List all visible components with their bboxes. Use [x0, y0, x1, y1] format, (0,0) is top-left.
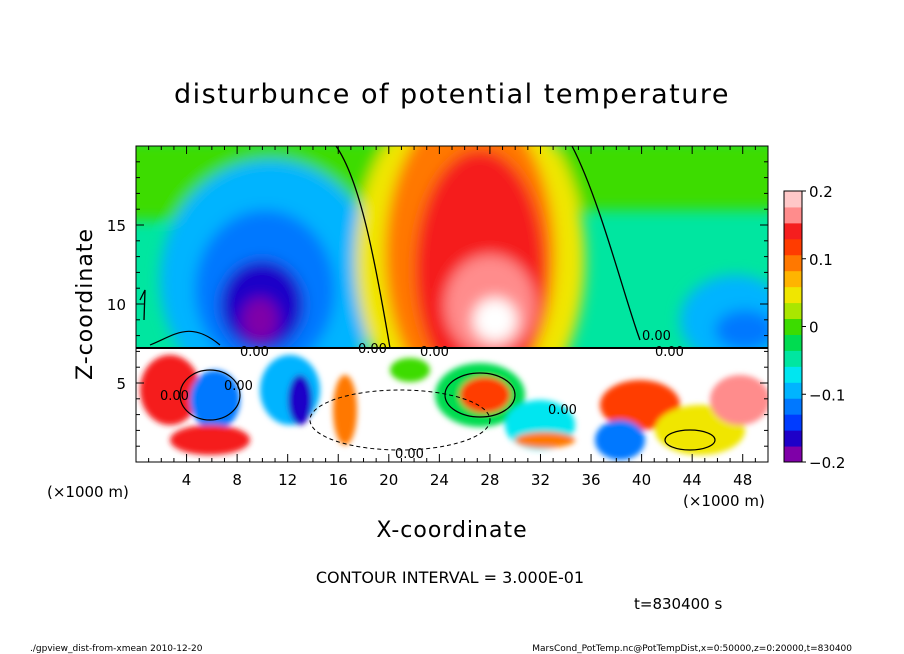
colorbar-swatch — [784, 318, 802, 335]
x-unit-right: (×1000 m) — [683, 492, 765, 510]
contour-label: 0.00 — [420, 345, 449, 360]
x-axis: 4 8 12 16 20 24 28 32 36 40 44 48 — [148, 146, 756, 489]
contour-label: 0.00 — [358, 342, 387, 357]
colorbar-swatch — [784, 382, 802, 399]
colorbar-swatch — [784, 366, 802, 383]
y-axis-label: Z-coordinate — [73, 228, 98, 380]
colorbar-swatch — [784, 302, 802, 320]
colorbar-tick-label: 0.2 — [809, 183, 833, 201]
x-axis-label: X-coordinate — [376, 518, 527, 543]
colorbar-tick-label: 0 — [809, 319, 819, 337]
contour-label: 0.00 — [642, 329, 671, 344]
x-tick-label: 16 — [329, 471, 348, 489]
x-tick-label: 24 — [430, 471, 449, 489]
colorbar-swatch — [784, 191, 802, 208]
contour-interval: CONTOUR INTERVAL = 3.000E-01 — [316, 568, 584, 587]
x-tick-label: 4 — [182, 471, 192, 489]
x-tick-label: 8 — [232, 471, 242, 489]
colorbar-swatch — [784, 254, 802, 272]
footer-right: MarsCond_PotTemp.nc@PotTempDist,x=0:5000… — [532, 644, 852, 654]
colorbar-swatch — [784, 430, 802, 447]
colorbar-swatch — [784, 222, 802, 240]
footer-left: ./gpview_dist-from-xmean 2010-12-20 — [30, 644, 203, 654]
colorbar-swatch — [784, 350, 802, 367]
time-label: t=830400 s — [634, 595, 722, 613]
colorbar-swatch — [784, 238, 802, 256]
colorbar-swatch — [784, 334, 802, 351]
contour-label: 0.00 — [548, 403, 577, 418]
contour-label: 0.00 — [395, 447, 424, 462]
colorbar-tick-label: 0.1 — [809, 251, 833, 269]
y-tick-label: 10 — [107, 296, 126, 314]
contour-line — [149, 330, 221, 346]
colorbar: 0.2 0.1 0 −0.1 −0.2 — [783, 183, 845, 472]
y-tick-label: 15 — [107, 217, 126, 235]
y-axis: 5 10 15 — [107, 161, 768, 447]
colorbar-swatch — [784, 270, 802, 288]
colorbar-tick-label: −0.1 — [809, 386, 845, 404]
colorbar-swatch — [784, 414, 802, 431]
x-tick-label: 20 — [379, 471, 398, 489]
contour-line — [571, 146, 641, 341]
x-tick-label: 28 — [480, 471, 499, 489]
x-tick-label: 12 — [278, 471, 297, 489]
colorbar-swatch — [784, 398, 802, 415]
contour-label: 0.00 — [224, 379, 253, 394]
x-tick-label: 36 — [581, 471, 600, 489]
contour-line — [139, 289, 146, 321]
x-tick-label: 48 — [733, 471, 752, 489]
contour-line — [335, 146, 391, 349]
contour-labels: 0.000.000.000.000.000.00 0.00 0.000.00 — [160, 329, 684, 462]
x-tick-label: 44 — [683, 471, 702, 489]
heatmap-field — [136, 146, 768, 462]
colorbar-tick-label: −0.2 — [809, 454, 845, 472]
contour-label: 0.00 — [240, 345, 269, 360]
x-tick-label: 40 — [632, 471, 651, 489]
y-tick-label: 5 — [116, 375, 126, 393]
contour-label: 0.00 — [655, 345, 684, 360]
colorbar-swatch — [784, 206, 802, 224]
contour-label: 0.00 — [160, 389, 189, 404]
x-tick-label: 32 — [531, 471, 550, 489]
colorbar-swatch — [784, 286, 802, 304]
chart-title: disturbunce of potential temperature — [174, 79, 730, 110]
colorbar-swatch — [784, 446, 802, 463]
x-unit-left: (×1000 m) — [47, 483, 129, 501]
